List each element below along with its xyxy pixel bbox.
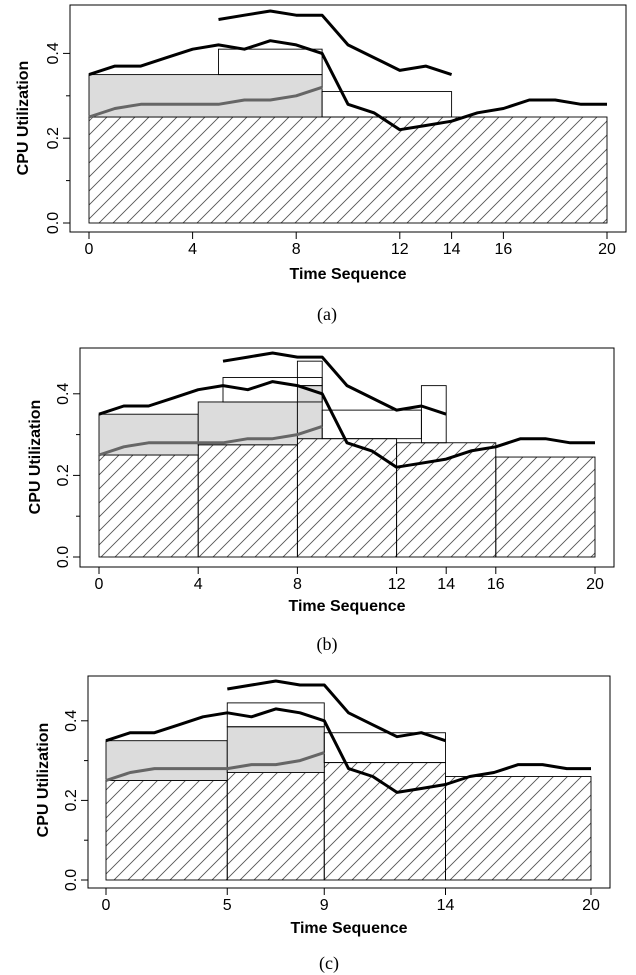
- y-tick-label: 0.2: [55, 464, 72, 486]
- open-interval-bar: [222, 377, 323, 403]
- x-tick-label: 12: [391, 241, 409, 258]
- panel-b: 0 4 8 12 14 16 20 0.0 0.2 0.4 Time Sequence CPU …: [27, 347, 615, 655]
- gray-interval-bar: [88, 74, 323, 118]
- y-tick-label: 0.4: [63, 710, 80, 732]
- x-tick-label: 14: [437, 897, 455, 914]
- y-tick-label: 0.0: [45, 212, 62, 234]
- open-interval-bar: [218, 48, 323, 76]
- x-tick-label: 14: [443, 241, 461, 258]
- series-line-1: [88, 39, 607, 132]
- panel-a: 0 4 8 12 14 16 20 0.0 0.2 0.4 Time Sequence CPU …: [15, 4, 627, 325]
- hatched-interval-bar: [88, 116, 608, 224]
- x-axis-label: Time Sequence: [289, 266, 406, 283]
- open-interval-bar: [296, 360, 323, 387]
- x-tick-label: 0: [102, 897, 111, 914]
- x-tick-label: 16: [495, 241, 513, 258]
- x-tick-label: 16: [487, 576, 505, 593]
- x-tick-label: 8: [292, 241, 301, 258]
- x-tick-label: 4: [194, 576, 203, 593]
- hatched-interval-bar: [98, 454, 199, 558]
- series-line-2: [98, 424, 323, 457]
- panel-label: (a): [317, 304, 337, 325]
- panel-c: 0 5 9 14 20 0.0 0.2 0.4 Time Sequence CPU Util…: [35, 675, 611, 974]
- panel-label: (c): [319, 953, 339, 974]
- y-axis-label: CPU Utilization: [35, 723, 52, 838]
- panel-label: (b): [317, 634, 338, 655]
- series-line-3: [227, 679, 446, 743]
- x-axis-label: Time Sequence: [290, 920, 407, 937]
- x-tick-label: 14: [437, 576, 455, 593]
- x-tick-label: 9: [320, 897, 329, 914]
- y-tick-label: 0.2: [63, 789, 80, 811]
- hatched-interval-bar: [296, 438, 398, 558]
- open-interval-bar: [321, 91, 453, 118]
- x-tick-label: 8: [293, 576, 302, 593]
- y-axis-label: CPU Utilization: [27, 400, 44, 515]
- x-tick-label: 12: [388, 576, 406, 593]
- series-line-1: [105, 707, 591, 794]
- hatched-interval-bar: [396, 442, 497, 558]
- series-line-1: [98, 380, 595, 469]
- y-tick-label: 0.4: [45, 42, 62, 64]
- series-line-3: [218, 9, 453, 77]
- hatched-interval-bar: [323, 762, 446, 881]
- hatched-interval-bar: [105, 780, 228, 881]
- x-tick-label: 0: [85, 241, 94, 258]
- series-line-2: [105, 751, 325, 782]
- series-line-3: [222, 351, 447, 416]
- x-tick-label: 5: [223, 897, 232, 914]
- y-tick-label: 0.0: [55, 546, 72, 568]
- x-tick-label: 20: [582, 897, 600, 914]
- x-tick-label: 20: [598, 241, 616, 258]
- hatched-interval-bar: [445, 776, 592, 881]
- hatched-interval-bar: [495, 456, 596, 558]
- x-tick-label: 4: [188, 241, 197, 258]
- x-tick-label: 0: [95, 576, 104, 593]
- hatched-interval-bar: [226, 772, 325, 881]
- open-interval-bar: [323, 732, 446, 764]
- x-axis-label: Time Sequence: [288, 598, 405, 615]
- series-line-2: [88, 85, 323, 119]
- y-tick-label: 0.4: [55, 383, 72, 405]
- x-tick-label: 20: [586, 576, 604, 593]
- hatched-interval-bar: [197, 444, 298, 558]
- y-tick-label: 0.2: [45, 127, 62, 149]
- y-axis-label: CPU Utilization: [15, 61, 32, 176]
- open-interval-bar: [226, 702, 325, 728]
- y-tick-label: 0.0: [63, 869, 80, 891]
